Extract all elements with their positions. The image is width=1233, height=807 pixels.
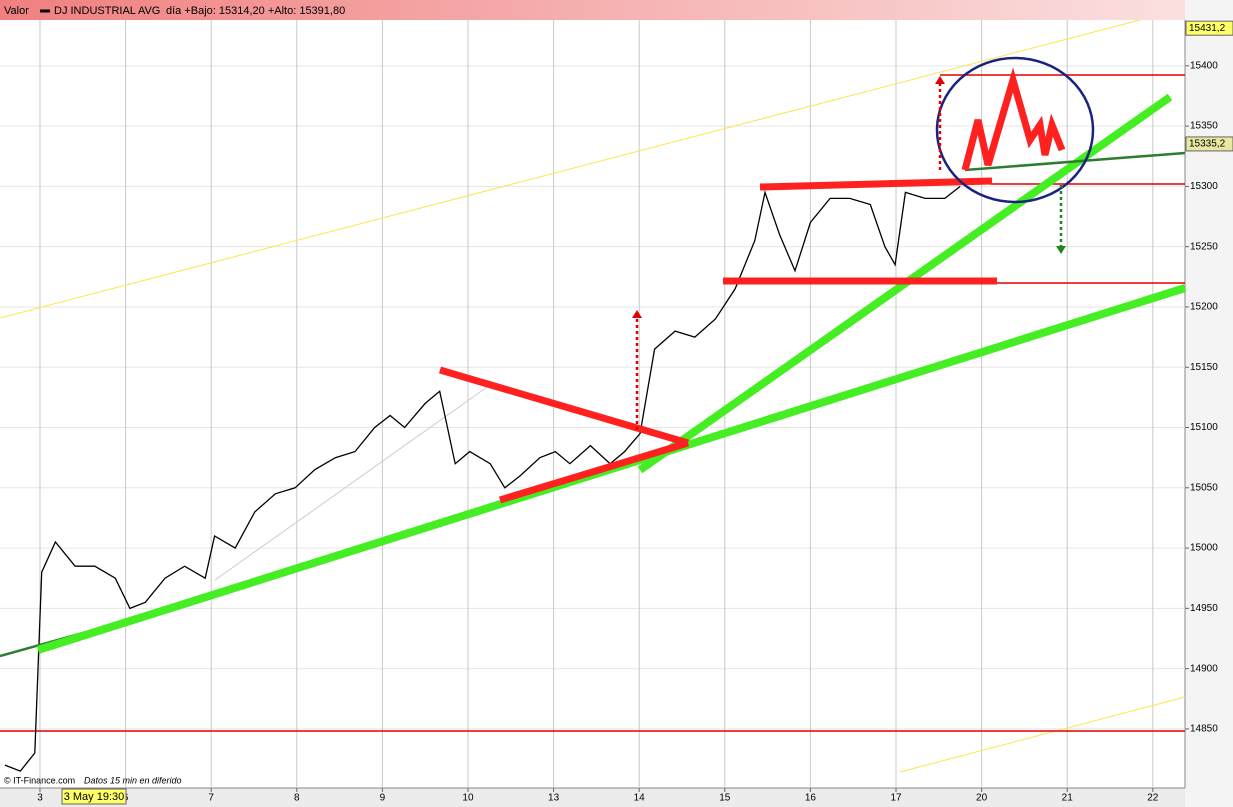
x-tick-label: 16 [805, 793, 817, 804]
header-bar [0, 0, 1185, 20]
arrow-head [632, 310, 642, 318]
y-tick-label: 15100 [1190, 422, 1218, 433]
cursor-box [61, 788, 127, 805]
y-tick-label: 15350 [1190, 121, 1218, 132]
price-marker-label: 15431,2 [1189, 23, 1226, 34]
pattern-line [961, 67, 1066, 171]
guide-line [214, 384, 491, 581]
y-tick-label: 15000 [1190, 543, 1218, 554]
y-tick-label: 14850 [1190, 724, 1218, 735]
resistance-line [759, 177, 993, 191]
x-tick-label: 21 [1062, 793, 1074, 804]
x-tick-label: 3 [37, 793, 43, 804]
price-marker [1185, 136, 1233, 152]
channel-line [0, 19, 1141, 319]
x-tick-label: 7 [208, 793, 214, 804]
annotations [0, 19, 1186, 773]
x-tick-label: 14 [634, 793, 646, 804]
y-tick-label: 15050 [1190, 482, 1218, 493]
x-tick-label: 13 [548, 793, 560, 804]
arrow-head [935, 76, 945, 84]
header-range: día +Bajo: 15314,20 +Alto: 15391,80 [166, 5, 345, 17]
x-tick-label: 20 [976, 793, 988, 804]
y-tick-label: 15150 [1190, 362, 1218, 373]
y-tick-label: 15250 [1190, 241, 1218, 252]
annotations [0, 56, 1187, 658]
channel-line [899, 696, 1186, 773]
legend-label: DJ INDUSTRIAL AVG [54, 5, 160, 17]
header-field: Valor [4, 5, 29, 17]
y-axis-panel [1185, 0, 1233, 807]
triangle-line [498, 439, 690, 504]
x-tick-label: 15 [719, 793, 731, 804]
x-tick-label: 22 [1147, 793, 1159, 804]
x-tick-label: 17 [890, 793, 902, 804]
cursor-label: 3 May 19:30 [64, 791, 125, 803]
y-tick-label: 14900 [1190, 663, 1218, 674]
x-tick-label: 9 [380, 793, 386, 804]
triangle-line [439, 366, 689, 447]
price-line [4, 185, 961, 772]
footer-note: Datos 15 min en diferido [84, 775, 182, 785]
y-tick-label: 15300 [1190, 181, 1218, 192]
y-tick-label: 15400 [1190, 60, 1218, 71]
footer-source: © IT-Finance.com [4, 775, 75, 785]
neck-line [964, 151, 1186, 172]
price-marker-label: 15335,2 [1189, 139, 1226, 150]
arrow-head [1056, 246, 1066, 254]
x-axis-panel [0, 788, 1185, 807]
y-tick-label: 14950 [1190, 603, 1218, 614]
y-tick-label: 15200 [1190, 302, 1218, 313]
x-tick-label: 10 [462, 793, 474, 804]
price-marker [1185, 20, 1233, 36]
x-tick-label: 8 [294, 793, 300, 804]
pattern-circle [935, 56, 1095, 204]
